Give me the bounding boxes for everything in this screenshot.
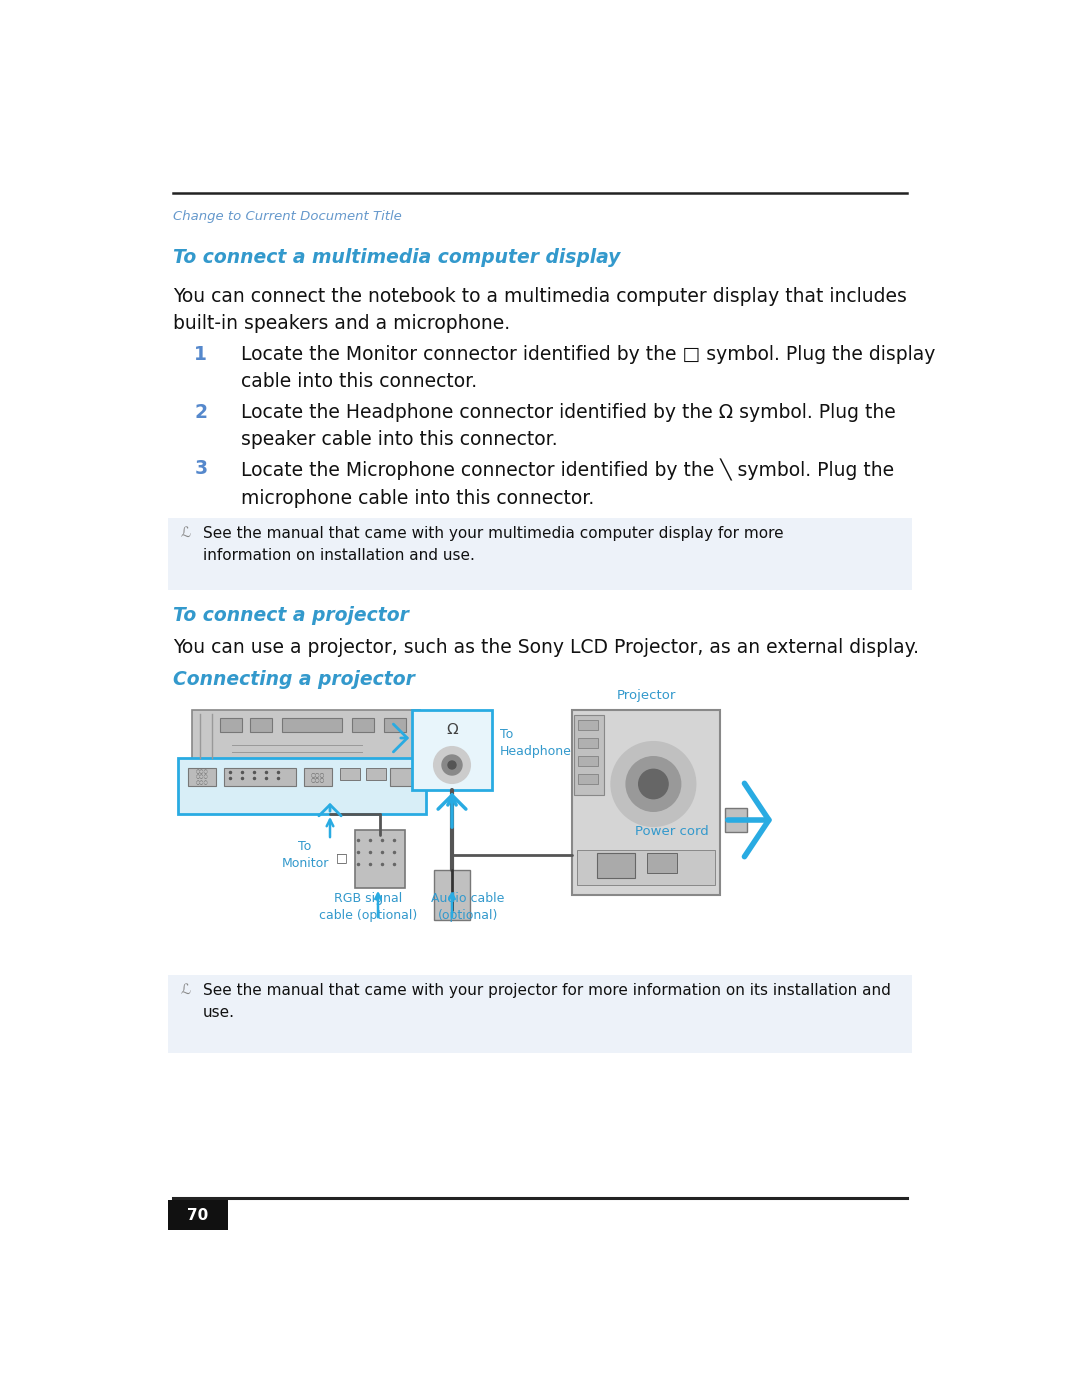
FancyBboxPatch shape [192,710,420,761]
Text: Locate the Monitor connector identified by the □ symbol. Plug the display
cable : Locate the Monitor connector identified … [241,345,935,391]
FancyBboxPatch shape [434,870,470,921]
Text: To connect a projector: To connect a projector [173,606,408,624]
Text: □: □ [336,852,348,865]
FancyBboxPatch shape [355,830,405,888]
Text: 3: 3 [194,460,207,478]
FancyBboxPatch shape [572,710,720,895]
FancyBboxPatch shape [249,718,272,732]
FancyBboxPatch shape [366,768,386,780]
Circle shape [638,770,669,799]
FancyBboxPatch shape [178,759,426,814]
FancyBboxPatch shape [647,854,677,873]
FancyBboxPatch shape [578,774,598,784]
Text: Connecting a projector: Connecting a projector [173,671,415,689]
Text: ○○○
○○○
○○○: ○○○ ○○○ ○○○ [195,770,208,785]
Text: 2: 2 [194,402,207,422]
Text: You can use a projector, such as the Sony LCD Projector, as an external display.: You can use a projector, such as the Son… [173,638,919,657]
FancyBboxPatch shape [303,768,332,787]
Text: ○○○
○○○: ○○○ ○○○ [311,771,325,782]
FancyBboxPatch shape [167,1200,228,1229]
Text: 70: 70 [187,1207,208,1222]
Text: To
Headphone: To Headphone [500,728,572,759]
FancyBboxPatch shape [167,975,913,1053]
Text: Audio cable
(optional): Audio cable (optional) [431,893,504,922]
FancyBboxPatch shape [597,854,635,877]
FancyBboxPatch shape [577,849,715,886]
Text: To
Monitor: To Monitor [281,840,328,870]
Text: Locate the Microphone connector identified by the ╲ symbol. Plug the
microphone : Locate the Microphone connector identifi… [241,460,894,509]
Text: 1: 1 [194,345,207,365]
Text: To connect a multimedia computer display: To connect a multimedia computer display [173,249,620,267]
FancyBboxPatch shape [167,518,913,590]
FancyBboxPatch shape [224,768,296,787]
FancyBboxPatch shape [578,738,598,747]
FancyBboxPatch shape [725,807,747,833]
Text: ℒ: ℒ [180,527,191,541]
FancyBboxPatch shape [384,718,406,732]
Text: ℒ: ℒ [180,983,191,997]
Text: Locate the Headphone connector identified by the Ω symbol. Plug the
speaker cabl: Locate the Headphone connector identifie… [241,402,895,450]
Circle shape [611,742,696,826]
Text: See the manual that came with your multimedia computer display for more
informat: See the manual that came with your multi… [203,527,783,563]
FancyBboxPatch shape [220,718,242,732]
Text: Projector: Projector [617,689,676,703]
Circle shape [626,757,680,812]
Circle shape [442,754,462,775]
FancyBboxPatch shape [390,768,411,787]
Text: Ω: Ω [446,722,458,738]
FancyBboxPatch shape [282,718,342,732]
Text: RGB signal
cable (optional): RGB signal cable (optional) [319,893,417,922]
Text: You can connect the notebook to a multimedia computer display that includes
buil: You can connect the notebook to a multim… [173,286,907,334]
Text: Change to Current Document Title: Change to Current Document Title [173,210,402,224]
Text: Power cord: Power cord [635,826,708,838]
FancyBboxPatch shape [352,718,374,732]
FancyBboxPatch shape [411,710,492,789]
Circle shape [434,747,470,782]
FancyBboxPatch shape [578,756,598,766]
FancyBboxPatch shape [578,719,598,731]
Circle shape [448,761,456,768]
FancyBboxPatch shape [340,768,360,780]
FancyBboxPatch shape [573,715,604,795]
Text: See the manual that came with your projector for more information on its install: See the manual that came with your proje… [203,983,891,1020]
FancyBboxPatch shape [188,768,216,787]
